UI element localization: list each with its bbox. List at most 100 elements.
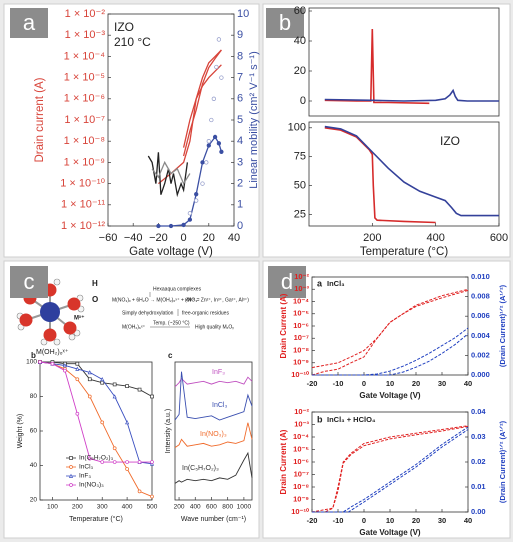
x-tick-label: 600 <box>206 504 217 511</box>
y2-tick-label: 0.000 <box>471 370 490 379</box>
x-tick-label: 400 <box>122 504 133 511</box>
y-tick-label: 10⁻⁸ <box>293 345 309 354</box>
marker <box>137 387 142 392</box>
y-tick-label: 1 × 10⁻⁸ <box>64 135 105 147</box>
y-tick-label: 0 <box>300 95 306 107</box>
schematic-text: M(NO₃)ₓ + 6H₂O → M(OH₂)₆ˣ⁺ + xNO₃⁻ <box>112 297 200 303</box>
series-label: InF₃ <box>212 369 225 376</box>
y-tick-label: 10⁻⁵ <box>293 444 309 453</box>
marker <box>150 460 154 464</box>
x-tick-label: 0 <box>362 516 366 525</box>
subplot-title: InCl₃ + HClO₄ <box>327 415 376 424</box>
y-tick-label: 1 × 10⁻⁹ <box>64 156 105 168</box>
y-tick-label: 10⁻² <box>294 407 309 416</box>
series-line <box>40 361 153 397</box>
schematic-text: Hexaaqua complexes <box>153 286 202 292</box>
marker <box>69 483 73 487</box>
series-line <box>151 160 191 186</box>
y-tick-label: 1 × 10⁻⁶ <box>64 93 105 105</box>
y2-tick-label: 0.002 <box>471 350 490 359</box>
y-tick-label: 10⁻⁶ <box>293 321 309 330</box>
y2-tick-label: 0.04 <box>471 407 486 416</box>
panel-a <box>3 3 260 258</box>
x-tick-label: 200 <box>174 504 185 511</box>
y-tick-label: 10⁻⁵ <box>293 309 309 318</box>
y-tick-label: 1 × 10⁻¹¹ <box>61 199 105 211</box>
y-tick-label: 1 × 10⁻⁴ <box>64 50 106 62</box>
y2-tick-label: 0.008 <box>471 292 490 301</box>
x-tick-label: 800 <box>222 504 233 511</box>
atom-label: H <box>92 279 98 288</box>
x-tick-label: 200 <box>72 504 83 511</box>
y-tick-label: 1 × 10⁻⁷ <box>64 114 105 126</box>
x-tick-label: 500 <box>147 504 158 511</box>
x-tick-label: 0 <box>181 232 187 244</box>
marker <box>112 446 117 451</box>
y2-tick-label: 0.010 <box>471 272 490 281</box>
legend-label: InF₃ <box>79 473 91 480</box>
marker <box>200 181 205 186</box>
marker <box>100 460 105 464</box>
x-tick-label: 1000 <box>237 504 252 511</box>
marker <box>194 192 199 197</box>
legend-label: InCl₃ <box>79 464 94 471</box>
x-axis-label: Wave number (cm⁻¹) <box>181 516 246 523</box>
y-tick-label: 10⁻⁹ <box>293 494 309 503</box>
molecule-caption: M(OH₂)₆ˣ⁺ <box>36 349 69 356</box>
y-tick-label: 10⁻⁷ <box>294 333 309 342</box>
y-tick-label: 10⁻¹⁰ <box>291 370 310 379</box>
series-line <box>158 135 223 227</box>
y-tick-label: 60 <box>30 428 38 435</box>
y-tick-label: 10⁻⁴ <box>293 432 309 441</box>
marker <box>75 361 80 366</box>
y-tick-label: 10⁻¹⁰ <box>291 507 310 516</box>
marker <box>38 360 42 364</box>
marker <box>150 494 154 499</box>
x-tick-label: 20 <box>412 516 420 525</box>
y-axis-label: Weight (%) <box>17 414 24 449</box>
series-label: In(NO₃)₃ <box>200 431 227 438</box>
marker <box>187 211 193 216</box>
y2-tick-label: 9 <box>237 29 243 41</box>
series-line <box>324 28 430 105</box>
y-tick-label: 50 <box>294 179 306 191</box>
panel-label: c <box>24 269 35 294</box>
y-tick-label: 75 <box>294 151 306 163</box>
y2-tick-label: 0 <box>237 220 243 232</box>
plot-frame <box>308 7 500 117</box>
x-tick-label: −20 <box>149 232 168 244</box>
annotation: IZO <box>114 20 134 34</box>
x-tick-label: 30 <box>438 379 446 388</box>
series-line <box>312 429 469 513</box>
y-tick-label: 40 <box>294 35 306 47</box>
metal-ion <box>40 302 60 322</box>
x-tick-label: 400 <box>190 504 201 511</box>
x-axis-label: Gate Voltage (V) <box>359 528 421 537</box>
x-tick-label: -10 <box>333 516 344 525</box>
y-axis-label: Intensity (a.u.) <box>165 409 172 453</box>
marker <box>87 370 92 375</box>
x-tick-label: 20 <box>412 379 420 388</box>
x-tick-label: 10 <box>386 516 394 525</box>
y-tick-label: 10⁻⁸ <box>293 482 309 491</box>
y-tick-label: 1 × 10⁻¹² <box>61 220 105 232</box>
y2-tick-label: 0.02 <box>471 457 486 466</box>
series-line <box>39 361 153 465</box>
marker <box>62 363 67 368</box>
x-tick-label: 30 <box>438 516 446 525</box>
series-line <box>182 49 222 157</box>
series-line <box>39 361 153 498</box>
y-tick-label: 100 <box>288 122 306 134</box>
marker <box>50 361 55 366</box>
x-axis-label: Gate voltage (V) <box>129 246 213 258</box>
schematic-text: Temp. (~250 °C) <box>153 320 190 326</box>
atom-label: O <box>92 295 98 304</box>
marker <box>137 460 142 464</box>
x-tick-label: 10 <box>386 379 394 388</box>
subplot-label: a <box>317 278 323 288</box>
series-line <box>39 361 152 463</box>
marker <box>168 223 174 229</box>
annotation: IZO <box>440 134 460 148</box>
y-tick-label: 20 <box>30 497 38 504</box>
series-line <box>182 64 222 148</box>
